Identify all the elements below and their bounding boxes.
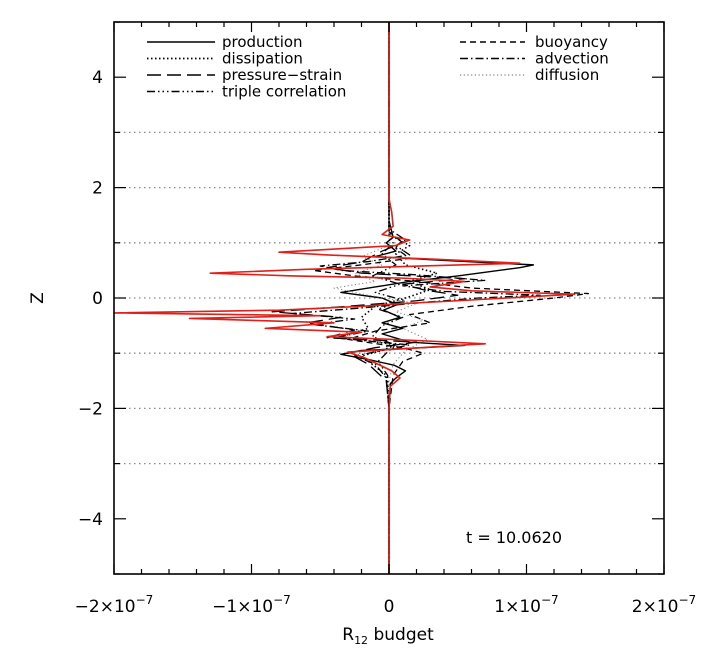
y-tick-labels: −4 −2 0 2 4: [78, 68, 103, 530]
series-line: [333, 22, 428, 574]
legend-label: advection: [535, 50, 609, 68]
plot-frame: [113, 21, 665, 575]
legend-label: dissipation: [222, 50, 303, 68]
legend-label: pressure−strain: [222, 66, 342, 84]
y-tick-label: 2: [92, 179, 103, 199]
series-line: [292, 22, 541, 574]
series-line: [340, 22, 535, 574]
x-tick-label: 0: [384, 597, 395, 617]
legend-label: production: [222, 33, 303, 51]
y-tick-label: −4: [78, 510, 103, 530]
series-line: [371, 22, 407, 574]
legend-label: triple correlation: [222, 83, 346, 101]
series-layer: [113, 22, 590, 574]
y-tick-label: 0: [92, 289, 103, 309]
tick-layer: [113, 21, 665, 575]
series-line: [312, 22, 590, 574]
y-tick-label: 4: [92, 68, 103, 88]
legend-label: diffusion: [535, 66, 599, 84]
x-tick-label: 2×10−7: [632, 593, 696, 617]
series-line: [113, 22, 576, 574]
legend-label: buoyancy: [535, 33, 608, 51]
x-axis-label: R12 budget: [342, 625, 434, 647]
series-line: [271, 22, 466, 574]
y-axis-label: Z: [28, 292, 48, 304]
series-line: [340, 22, 438, 574]
x-tick-labels: −2×10−7 −1×10−7 0 1×10−7 2×10−7: [75, 593, 697, 617]
x-tick-label: −2×10−7: [75, 593, 154, 617]
time-annotation: t = 10.0620: [466, 528, 562, 547]
y-tick-label: −2: [78, 399, 103, 419]
x-tick-label: 1×10−7: [494, 593, 558, 617]
legend: productiondissipationpressure−straintrip…: [147, 33, 609, 101]
x-tick-label: −1×10−7: [212, 593, 291, 617]
